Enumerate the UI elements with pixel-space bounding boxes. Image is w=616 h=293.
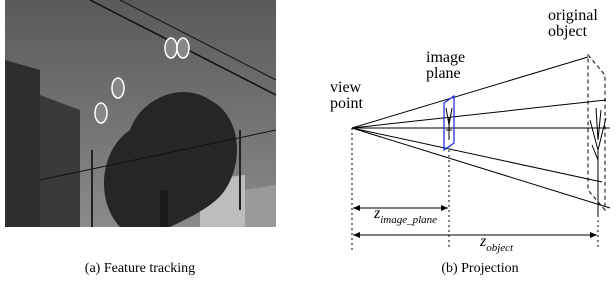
label: point [330, 95, 363, 112]
distance-label: zobject [479, 233, 514, 254]
subscript: object [486, 242, 514, 254]
caption: (b) Projection [441, 261, 518, 276]
label: plane [426, 65, 461, 82]
figure: (a) Feature tracking view point image pl… [0, 0, 616, 288]
label: view [330, 79, 362, 96]
caption: (a) Feature tracking [85, 261, 195, 276]
label: original [548, 7, 598, 24]
label: image [426, 49, 465, 66]
subscript: image_plane [380, 214, 437, 226]
photo [5, 0, 276, 227]
label: object [548, 23, 588, 40]
